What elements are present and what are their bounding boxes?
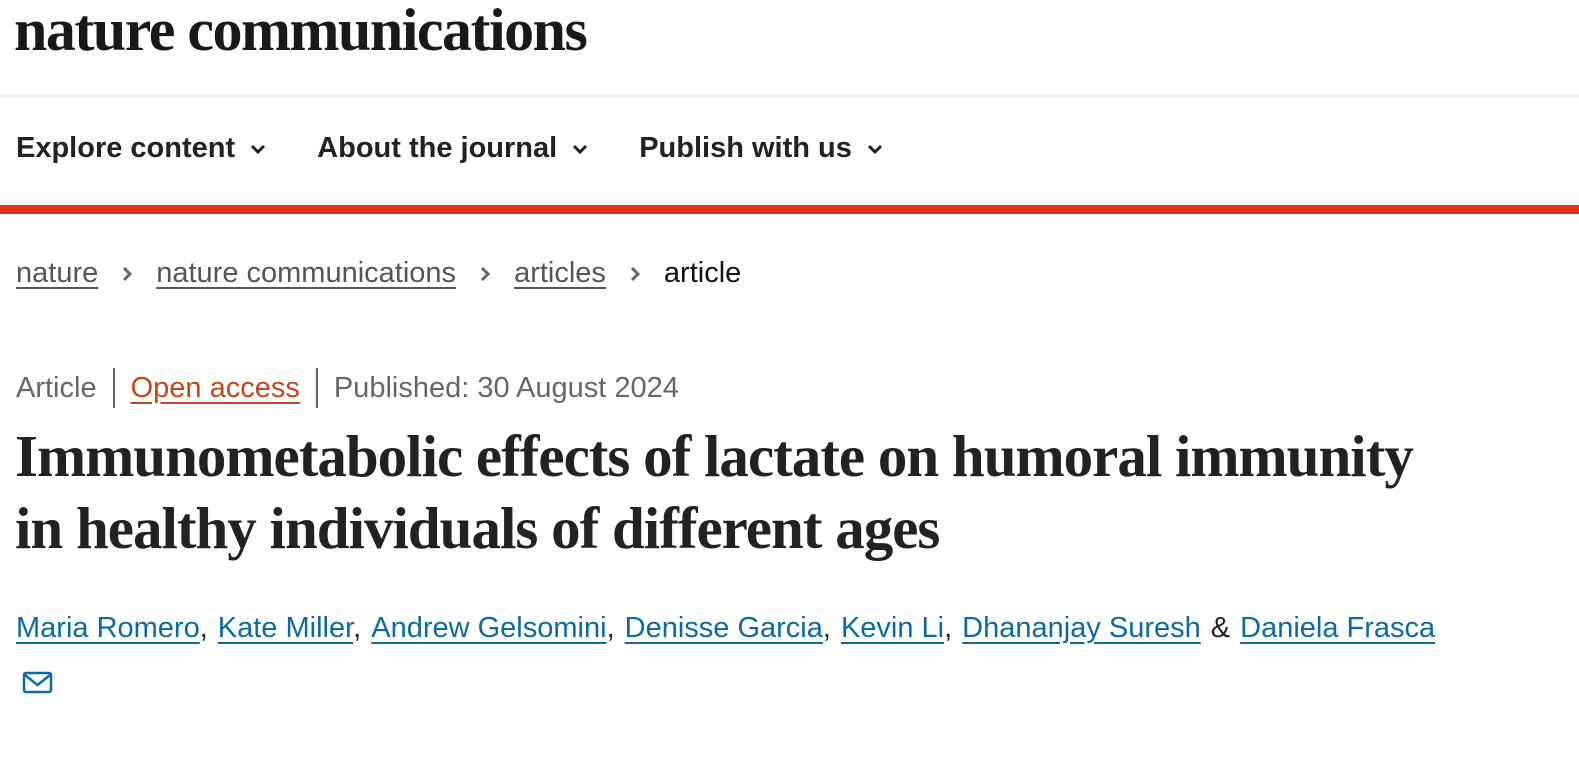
chevron-path <box>123 266 133 281</box>
chevron <box>630 266 641 281</box>
author-separator: & <box>1210 612 1231 644</box>
article-meta: Article Open access Published: 30 August… <box>16 368 679 408</box>
author-separator: , <box>606 612 615 644</box>
author-list: Maria Romero, Kate Miller, Andrew Gelsomin… <box>16 612 1435 645</box>
author-link[interactable]: Kevin Li <box>840 612 945 644</box>
author-link[interactable]: Andrew Gelsomini <box>371 612 607 644</box>
breadcrumb-current: article <box>663 257 742 289</box>
chevron <box>251 144 266 154</box>
envelope <box>22 671 53 694</box>
chevron-path <box>573 144 588 154</box>
chevron-path <box>481 266 491 281</box>
author-separator: , <box>944 612 953 644</box>
published-date: Published: 30 August 2024 <box>333 371 679 404</box>
author-link[interactable]: Dhananjay Suresh <box>962 612 1201 644</box>
nav-label: Explore content <box>16 132 236 164</box>
separator <box>112 368 115 408</box>
breadcrumb-link[interactable]: articles <box>514 257 606 289</box>
author-separator: , <box>822 612 831 644</box>
author-separator: , <box>199 612 208 644</box>
nav-item[interactable]: About the journal <box>317 132 589 165</box>
breadcrumb-link[interactable]: nature <box>16 257 99 289</box>
article-title: Immunometabolic effects of lactate on hu… <box>15 423 1414 561</box>
author-separator: , <box>353 612 362 644</box>
chevron-path <box>867 144 882 154</box>
nav-item[interactable]: Publish with us <box>639 132 884 165</box>
open-access-link[interactable]: Open access <box>130 371 300 404</box>
chevron <box>123 266 133 281</box>
accent-bar <box>0 205 1579 214</box>
chevron-path <box>251 144 266 154</box>
nav-label: About the journal <box>317 132 558 164</box>
author-link[interactable]: Maria Romero <box>16 612 200 644</box>
chevron <box>867 144 882 154</box>
separator <box>315 368 318 408</box>
author-link[interactable]: Denisse Garcia <box>624 612 823 644</box>
breadcrumbs: nature nature communications articles artic… <box>16 257 741 290</box>
author-link[interactable]: Kate Miller <box>217 612 354 644</box>
envelope-flap <box>24 674 51 687</box>
article-type: Article <box>16 371 97 404</box>
nav-label: Publish with us <box>639 132 852 164</box>
chevron <box>573 144 588 154</box>
chevron <box>481 266 491 281</box>
nav: Explore content About the journal Publish … <box>16 132 884 165</box>
author-link[interactable]: Daniela Frasca <box>1240 612 1436 644</box>
divider <box>0 95 1579 97</box>
breadcrumb-link[interactable]: nature communications <box>156 257 457 289</box>
nav-item[interactable]: Explore content <box>16 132 267 165</box>
chevron-path <box>630 266 641 281</box>
logo[interactable]: nature communications <box>14 0 588 63</box>
mail-icon[interactable] <box>22 670 54 696</box>
